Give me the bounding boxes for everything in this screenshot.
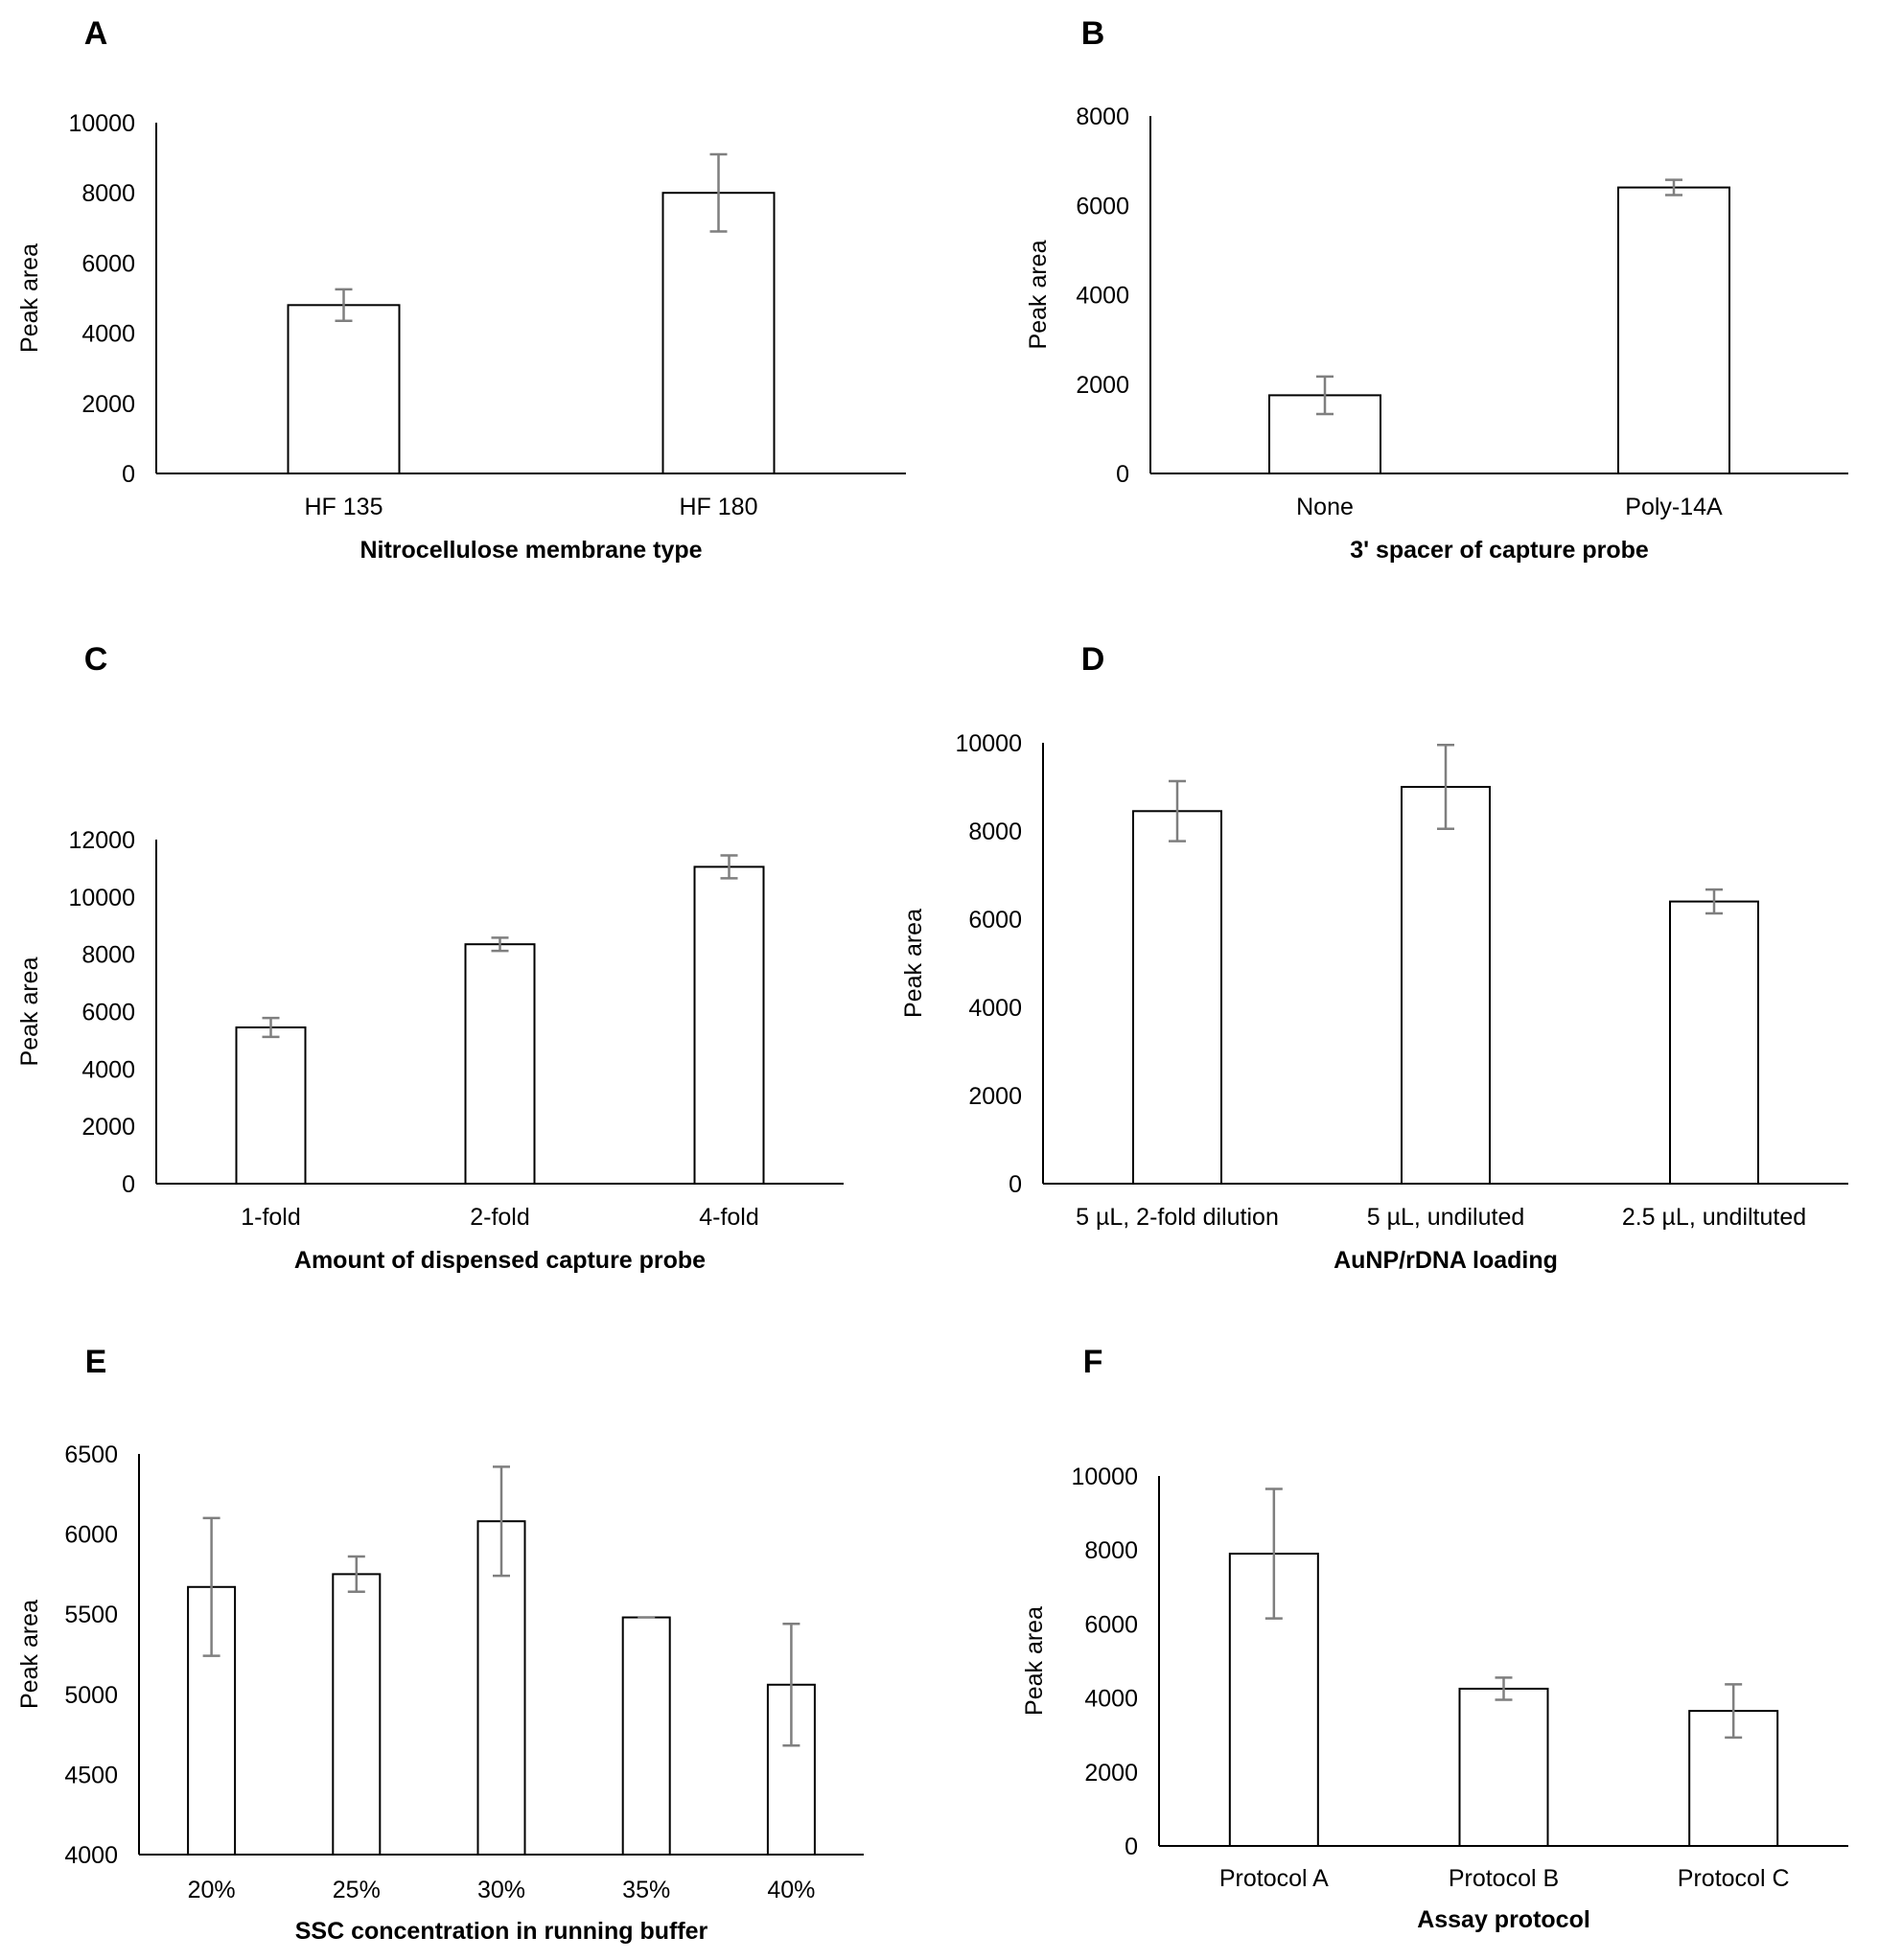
category-label: HF 135	[305, 494, 383, 520]
y-tick-label: 0	[122, 461, 135, 488]
y-tick-label: 8000	[968, 819, 1022, 845]
panel-e: E 4000 4500 5000 5500 6000 6500 Peak area 20% 25%…	[16, 1344, 864, 1945]
y-tick-label: 8000	[1076, 104, 1129, 130]
category-label: 20%	[188, 1877, 236, 1903]
y-axis-label: Peak area	[1025, 240, 1052, 349]
y-tick-label: 4000	[81, 1056, 135, 1083]
y-tick-label: 8000	[81, 942, 135, 969]
x-axis-label: SSC concentration in running buffer	[295, 1918, 708, 1945]
category-label: Protocol A	[1219, 1865, 1329, 1892]
y-axis-label: Peak area	[1021, 1606, 1048, 1716]
y-axis-label: Peak area	[16, 243, 43, 353]
bar	[1401, 786, 1491, 1185]
y-tick-label: 2000	[968, 1083, 1022, 1110]
y-tick-label: 2000	[1084, 1760, 1138, 1787]
y-tick-label: 0	[1125, 1833, 1138, 1860]
panel-letter-c: C	[84, 641, 108, 678]
y-tick-label: 5500	[64, 1602, 118, 1628]
y-tick-label: 6000	[81, 250, 135, 277]
x-axis-label: Amount of dispensed capture probe	[294, 1247, 706, 1274]
panel-letter-e: E	[85, 1344, 107, 1380]
panel-c: C 0 2000 4000 6000 8000 10000 12000 Peak area 1-f…	[16, 641, 844, 1274]
y-tick-label: 5000	[64, 1682, 118, 1709]
category-label: 5 µL, 2-fold dilution	[1076, 1204, 1279, 1231]
category-label: 2-fold	[470, 1204, 530, 1231]
y-tick-label: 10000	[1071, 1464, 1138, 1490]
y-tick-label: 4500	[64, 1762, 118, 1788]
y-tick-label: 2000	[1076, 372, 1129, 399]
category-label: 2.5 µL, undiltuted	[1622, 1204, 1806, 1231]
y-axis-label: Peak area	[900, 909, 927, 1018]
y-tick-label: 4000	[1084, 1686, 1138, 1713]
bar	[287, 304, 401, 474]
bar	[1458, 1687, 1549, 1847]
y-tick-label: 0	[122, 1171, 135, 1198]
panel-letter-f: F	[1083, 1344, 1103, 1380]
y-tick-label: 10000	[68, 110, 135, 137]
category-label: None	[1296, 494, 1354, 520]
panel-a: A 0 2000 4000 6000 8000 10000 Peak area HF 135 HF…	[16, 15, 906, 564]
category-label: 5 µL, undiluted	[1367, 1204, 1525, 1231]
bar	[1669, 900, 1759, 1185]
category-label: 1-fold	[241, 1204, 301, 1231]
bar	[1132, 810, 1222, 1185]
category-label: HF 180	[680, 494, 758, 520]
bar	[661, 192, 776, 474]
y-axis-label: Peak area	[16, 1600, 43, 1709]
category-label: Protocol B	[1449, 1865, 1559, 1892]
bar	[464, 943, 536, 1186]
y-tick-label: 6000	[1084, 1611, 1138, 1638]
y-tick-label: 10000	[68, 885, 135, 911]
category-label: 4-fold	[699, 1204, 759, 1231]
y-tick-label: 10000	[955, 730, 1022, 757]
bar	[1617, 186, 1730, 474]
category-label: 25%	[333, 1877, 381, 1903]
y-tick-label: 4000	[81, 321, 135, 348]
bar	[621, 1616, 671, 1856]
y-tick-label: 4000	[64, 1842, 118, 1869]
y-tick-label: 0	[1116, 461, 1129, 488]
bar	[693, 865, 765, 1185]
y-tick-label: 2000	[81, 1114, 135, 1141]
y-tick-label: 8000	[81, 180, 135, 207]
y-tick-label: 6000	[968, 907, 1022, 934]
x-axis-label: AuNP/rDNA loading	[1334, 1247, 1558, 1274]
panel-letter-b: B	[1081, 15, 1105, 52]
y-tick-label: 2000	[81, 391, 135, 418]
y-tick-label: 0	[1009, 1171, 1022, 1198]
category-label: 30%	[477, 1877, 525, 1903]
y-tick-label: 12000	[68, 827, 135, 854]
category-label: Protocol C	[1678, 1865, 1790, 1892]
y-tick-label: 6000	[81, 1000, 135, 1026]
category-label: 40%	[767, 1877, 815, 1903]
bar	[332, 1573, 382, 1856]
x-axis-label: Nitrocellulose membrane type	[360, 537, 702, 564]
category-label: 35%	[622, 1877, 670, 1903]
panel-f: F 0 2000 4000 6000 8000 10000 Peak area Protocol…	[1021, 1344, 1848, 1933]
x-axis-label: 3' spacer of capture probe	[1350, 537, 1649, 564]
y-tick-label: 8000	[1084, 1537, 1138, 1564]
bar	[235, 1026, 307, 1186]
x-axis-label: Assay protocol	[1417, 1906, 1590, 1933]
panel-letter-a: A	[84, 15, 108, 52]
y-tick-label: 6500	[64, 1441, 118, 1468]
y-axis-label: Peak area	[16, 957, 43, 1066]
panel-letter-d: D	[1081, 641, 1105, 678]
category-label: Poly-14A	[1625, 494, 1723, 520]
y-tick-label: 6000	[1076, 193, 1129, 219]
y-tick-label: 4000	[968, 995, 1022, 1022]
y-tick-label: 6000	[64, 1522, 118, 1549]
panel-b: B 0 2000 4000 6000 8000 Peak area None Poly-14A 3…	[1025, 15, 1848, 564]
y-tick-label: 4000	[1076, 283, 1129, 310]
panel-d: D 0 2000 4000 6000 8000 10000 Peak area 5 µL, 2-…	[900, 641, 1848, 1274]
